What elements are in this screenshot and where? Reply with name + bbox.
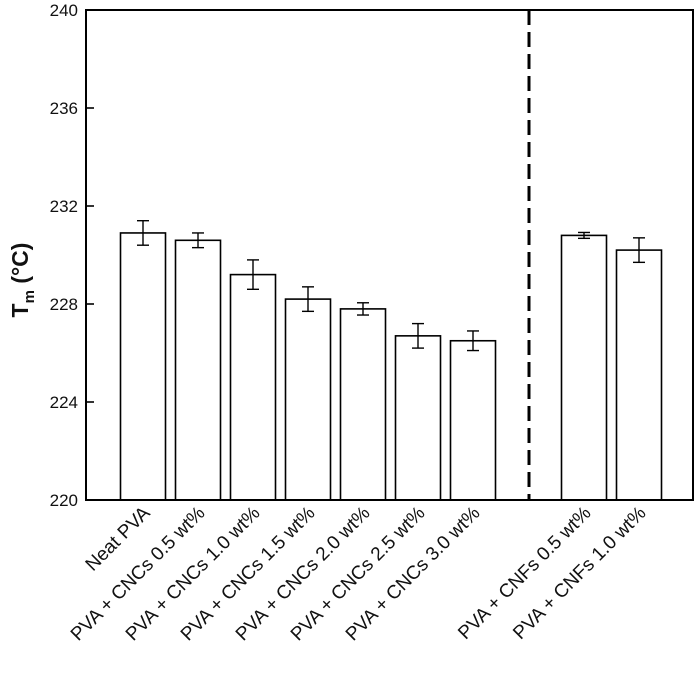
bar [394,335,442,501]
y-axis-title-unit: (°C) [7,243,33,291]
y-tick-label: 236 [50,99,78,118]
y-axis-title-subscript: m [21,290,38,303]
plot-frame [85,9,694,501]
bar [449,339,497,501]
y-tick-label: 232 [50,197,78,216]
bar [284,298,332,501]
y-tick-label: 220 [50,491,78,510]
bar [339,308,387,501]
y-tick-label: 240 [50,1,78,20]
y-tick-label: 228 [50,295,78,314]
y-axis-title: Tm (°C) [7,243,38,318]
bar [229,273,277,501]
bar [615,249,663,501]
bar [174,239,222,501]
bar [560,234,608,501]
bar [119,232,167,501]
y-axis-title-symbol: T [7,303,33,317]
y-tick-label: 224 [50,393,78,412]
